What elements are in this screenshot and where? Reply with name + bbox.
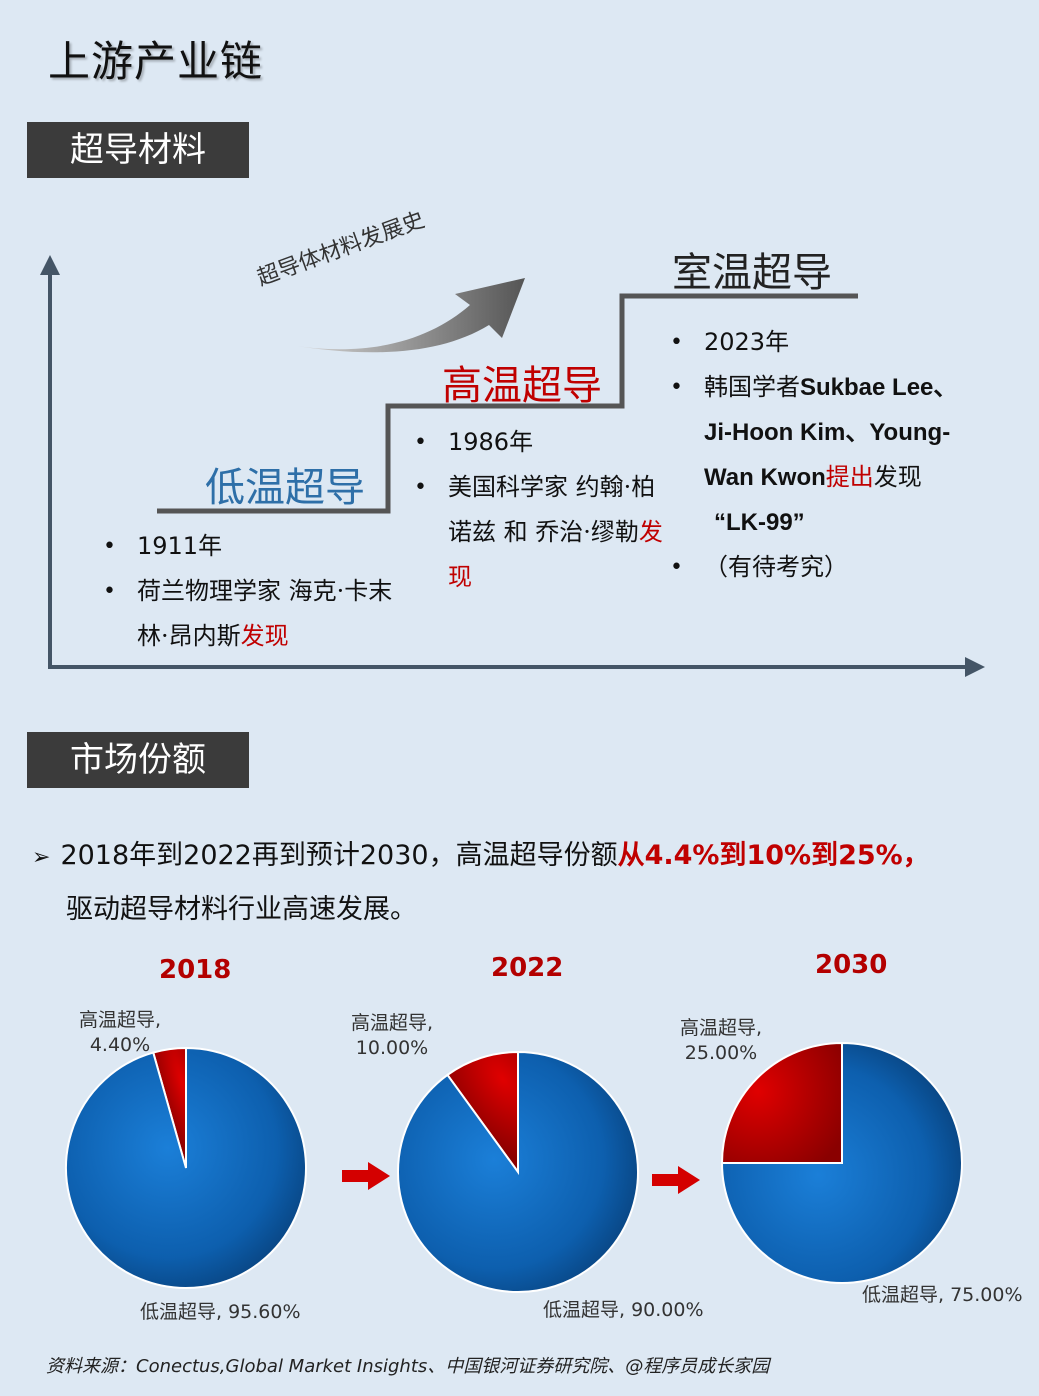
x-axis-arrowhead [965, 657, 985, 677]
pie-2030-low-label: 低温超导, 75.00% [862, 1284, 1023, 1306]
pie-slice-2018-low-temp [65, 1046, 307, 1289]
high-temp-year: 1986年 [414, 420, 674, 465]
pie-slice-2030-low-temp [720, 1041, 963, 1284]
pie-slice-2030-high-temp [720, 1041, 843, 1164]
low-temp-desc: 荷兰物理学家 海克·卡末林·昂内斯发现 [103, 569, 413, 659]
market-summary: ➢ 2018年到2022再到预计2030，高温超导份额从4.4%到10%到25%，… [32, 830, 1012, 936]
swoosh-arrow [290, 278, 525, 353]
pie-title-2022: 2022 [491, 953, 564, 983]
room-temp-title: 室温超导 [672, 250, 832, 296]
market-summary-line1: ➢ 2018年到2022再到预计2030，高温超导份额从4.4%到10%到25%， [32, 840, 930, 871]
pie-title-2018: 2018 [159, 955, 232, 985]
high-temp-bullets: 1986年 美国科学家 约翰·柏诺兹 和 乔治·缪勒发现 [414, 420, 674, 600]
room-temp-desc: 韩国学者Sukbae Lee、Ji-Hoon Kim、Young-Wan Kwo… [670, 365, 970, 545]
room-temp-year: 2023年 [670, 320, 970, 365]
page-title: 上游产业链 [48, 37, 264, 86]
section-label-market: 市场份额 [27, 732, 249, 788]
stair-steps [157, 293, 858, 514]
low-temp-bullets: 1911年 荷兰物理学家 海克·卡末林·昂内斯发现 [103, 524, 413, 659]
pie-slice-2022-low-temp [397, 1050, 639, 1293]
y-axis-arrowhead [40, 255, 60, 275]
source-note: 资料来源：Conectus,Global Market Insights、中国银… [46, 1356, 770, 1377]
pie-2018-high-label: 高温超导, 4.40% [78, 1009, 162, 1056]
section-label-materials: 超导材料 [27, 122, 249, 178]
pie-2030-high-label: 高温超导, 25.00% [679, 1017, 763, 1064]
arrow-bullet-icon: ➢ [32, 845, 51, 870]
low-temp-year: 1911年 [103, 524, 413, 569]
high-temp-desc: 美国科学家 约翰·柏诺兹 和 乔治·缪勒发现 [414, 465, 674, 600]
pie-2022-high-label: 高温超导, 10.00% [350, 1012, 434, 1059]
history-diagram [40, 255, 985, 677]
pie-slice-2022-high-temp [446, 1050, 520, 1176]
pie-charts [65, 1041, 963, 1293]
room-temp-note: （有待考究） [670, 545, 970, 590]
market-summary-line2: 驱动超导材料行业高速发展。 [66, 894, 417, 925]
pie-2018-low-label: 低温超导, 95.60% [140, 1301, 301, 1323]
arrow-right-icon [652, 1166, 700, 1194]
low-temp-title: 低温超导 [205, 465, 365, 511]
room-temp-bullets: 2023年 韩国学者Sukbae Lee、Ji-Hoon Kim、Young-W… [670, 320, 970, 590]
pie-2022-low-label: 低温超导, 90.00% [543, 1299, 704, 1321]
arrow-right-icon [342, 1162, 390, 1190]
pie-title-2030: 2030 [815, 950, 888, 980]
high-temp-title: 高温超导 [442, 363, 602, 409]
